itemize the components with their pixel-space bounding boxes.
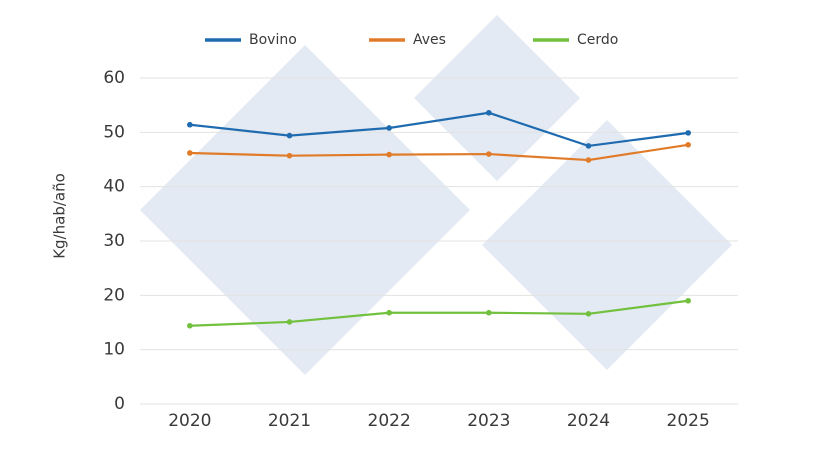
y-tick-label: 10 (103, 340, 125, 360)
point (386, 125, 392, 131)
y-tick-label: 50 (103, 122, 125, 142)
legend-label: Cerdo (577, 32, 618, 48)
x-tick-label: 2023 (467, 411, 510, 431)
watermark-diamond (414, 15, 580, 181)
point (286, 319, 293, 325)
point (585, 143, 592, 149)
series-line (189, 111, 689, 148)
point (187, 150, 193, 156)
point (585, 157, 592, 163)
point (386, 309, 392, 316)
point (486, 151, 492, 157)
point (685, 297, 691, 304)
y-tick-label: 20 (103, 285, 125, 305)
point (187, 121, 193, 128)
y-tick-label: 30 (103, 231, 125, 251)
x-tick-label: 2022 (368, 411, 411, 431)
series-line (189, 143, 689, 162)
point (685, 130, 691, 136)
x-tick-label: 2020 (168, 411, 211, 431)
x-tick-label: 2024 (567, 411, 610, 431)
point (585, 311, 592, 317)
point (286, 152, 293, 159)
point (486, 109, 492, 116)
legend-label: Aves (413, 32, 446, 48)
point (685, 142, 691, 148)
y-tick-label: 40 (103, 177, 125, 197)
y-tick-label: 0 (114, 394, 125, 414)
legend-label: Bovino (249, 32, 297, 48)
point (386, 151, 392, 158)
series-line (189, 299, 689, 327)
x-tick-label: 2021 (268, 411, 311, 431)
watermark (140, 15, 732, 375)
y-axis-label: Kg/hab/año (51, 173, 69, 259)
x-tick-label: 2025 (667, 411, 710, 431)
y-tick-label: 60 (103, 68, 125, 88)
point (286, 132, 293, 139)
point (187, 322, 193, 329)
point (486, 309, 492, 316)
watermark-diamond (482, 120, 732, 370)
